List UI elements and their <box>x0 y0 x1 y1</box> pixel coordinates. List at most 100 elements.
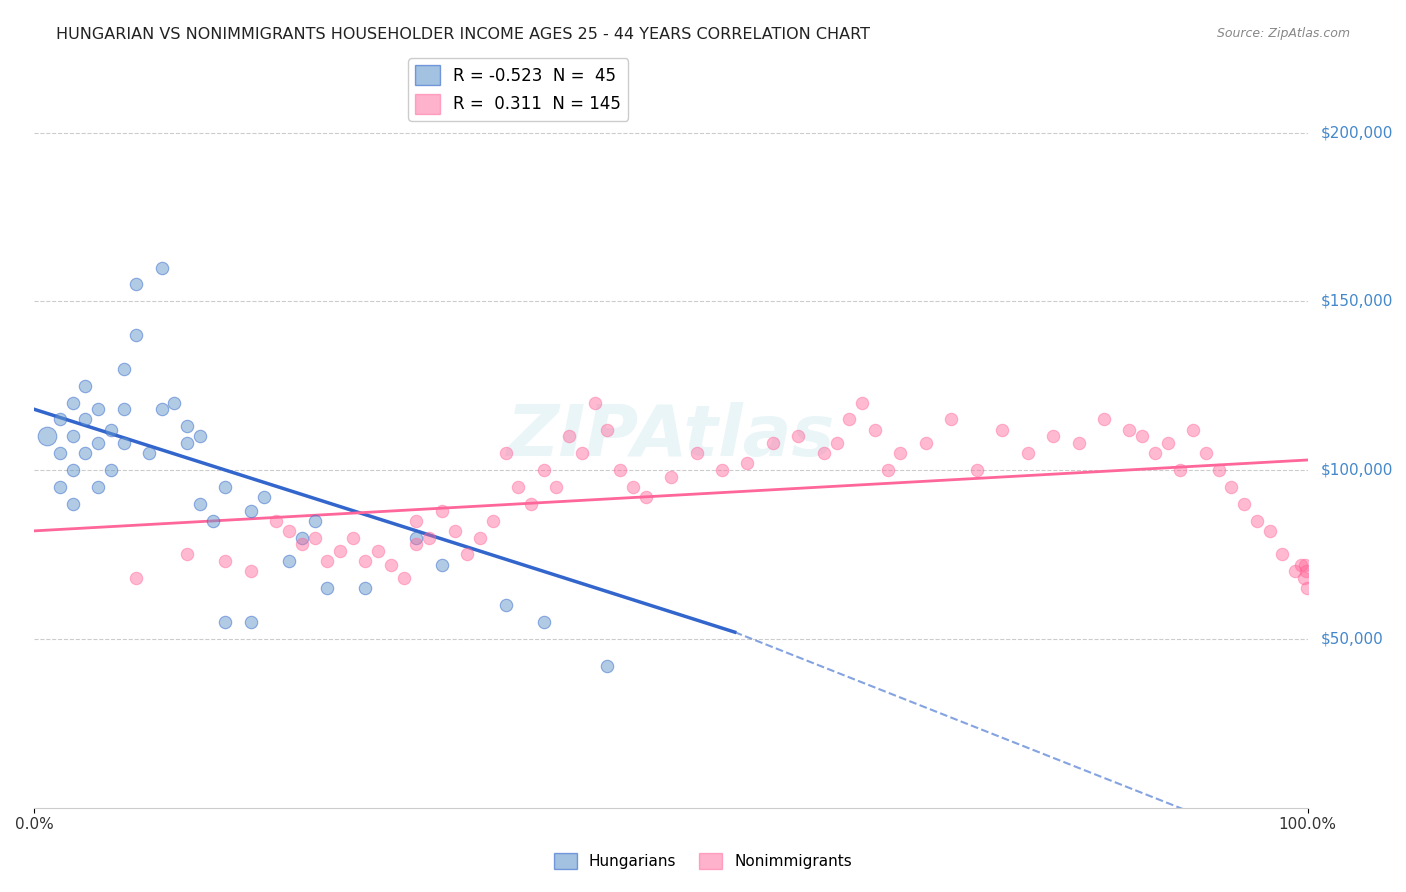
Point <box>201 514 224 528</box>
Point <box>405 537 427 551</box>
Point <box>176 548 198 562</box>
Point <box>214 615 236 629</box>
Text: $50,000: $50,000 <box>1320 632 1384 647</box>
Point <box>1246 514 1268 528</box>
Text: ZIPAtlas: ZIPAtlas <box>506 401 835 471</box>
Point <box>533 615 555 629</box>
Point <box>737 456 759 470</box>
Point <box>558 429 581 443</box>
Point <box>851 395 873 409</box>
Point <box>711 463 734 477</box>
Point <box>1292 571 1315 585</box>
Point <box>1291 558 1313 572</box>
Text: $100,000: $100,000 <box>1320 463 1393 477</box>
Point <box>495 598 517 612</box>
Point <box>443 524 465 538</box>
Point <box>430 503 453 517</box>
Point <box>533 463 555 477</box>
Point <box>49 480 72 494</box>
Point <box>1294 558 1316 572</box>
Point <box>214 554 236 568</box>
Point <box>838 412 860 426</box>
Point <box>112 436 135 450</box>
Point <box>150 402 173 417</box>
Point <box>583 395 606 409</box>
Text: HUNGARIAN VS NONIMMIGRANTS HOUSEHOLDER INCOME AGES 25 - 44 YEARS CORRELATION CHA: HUNGARIAN VS NONIMMIGRANTS HOUSEHOLDER I… <box>56 27 870 42</box>
Point <box>685 446 707 460</box>
Point <box>62 395 84 409</box>
Point <box>1017 446 1039 460</box>
Point <box>266 514 288 528</box>
Point <box>125 571 148 585</box>
Point <box>1296 581 1319 595</box>
Point <box>430 558 453 572</box>
Point <box>596 659 619 673</box>
Point <box>125 328 148 343</box>
Point <box>75 412 97 426</box>
Point <box>1170 463 1192 477</box>
Point <box>392 571 415 585</box>
Point <box>1271 548 1294 562</box>
Point <box>87 480 110 494</box>
Point <box>876 463 898 477</box>
Point <box>278 554 301 568</box>
Point <box>634 490 657 504</box>
Legend: Hungarians, Nonimmigrants: Hungarians, Nonimmigrants <box>548 847 858 875</box>
Point <box>75 378 97 392</box>
Point <box>1092 412 1115 426</box>
Point <box>495 446 517 460</box>
Point <box>991 423 1014 437</box>
Point <box>508 480 530 494</box>
Point <box>49 412 72 426</box>
Point <box>456 548 478 562</box>
Point <box>468 531 491 545</box>
Point <box>1284 565 1306 579</box>
Point <box>304 531 326 545</box>
Point <box>621 480 644 494</box>
Point <box>787 429 810 443</box>
Point <box>138 446 160 460</box>
Point <box>1130 429 1153 443</box>
Point <box>62 463 84 477</box>
Point <box>659 470 682 484</box>
Point <box>1182 423 1205 437</box>
Text: $200,000: $200,000 <box>1320 125 1393 140</box>
Point <box>150 260 173 275</box>
Point <box>1042 429 1064 443</box>
Point <box>596 423 619 437</box>
Point <box>188 429 211 443</box>
Point <box>49 446 72 460</box>
Point <box>62 429 84 443</box>
Point <box>342 531 364 545</box>
Point <box>214 480 236 494</box>
Point <box>354 581 377 595</box>
Point <box>1143 446 1166 460</box>
Point <box>62 497 84 511</box>
Point <box>188 497 211 511</box>
Point <box>762 436 785 450</box>
Point <box>1156 436 1178 450</box>
Point <box>75 446 97 460</box>
Point <box>1208 463 1230 477</box>
Point <box>163 395 186 409</box>
Point <box>1233 497 1256 511</box>
Point <box>546 480 568 494</box>
Point <box>380 558 402 572</box>
Legend: R = -0.523  N =  45, R =  0.311  N = 145: R = -0.523 N = 45, R = 0.311 N = 145 <box>409 59 628 120</box>
Point <box>1067 436 1090 450</box>
Point <box>405 531 427 545</box>
Point <box>825 436 848 450</box>
Point <box>176 419 198 434</box>
Point <box>112 361 135 376</box>
Point <box>863 423 886 437</box>
Point <box>609 463 631 477</box>
Point <box>100 463 122 477</box>
Point <box>239 615 262 629</box>
Point <box>100 423 122 437</box>
Point <box>1118 423 1140 437</box>
Point <box>405 514 427 528</box>
Point <box>316 554 339 568</box>
Point <box>481 514 503 528</box>
Point <box>571 446 593 460</box>
Point <box>966 463 988 477</box>
